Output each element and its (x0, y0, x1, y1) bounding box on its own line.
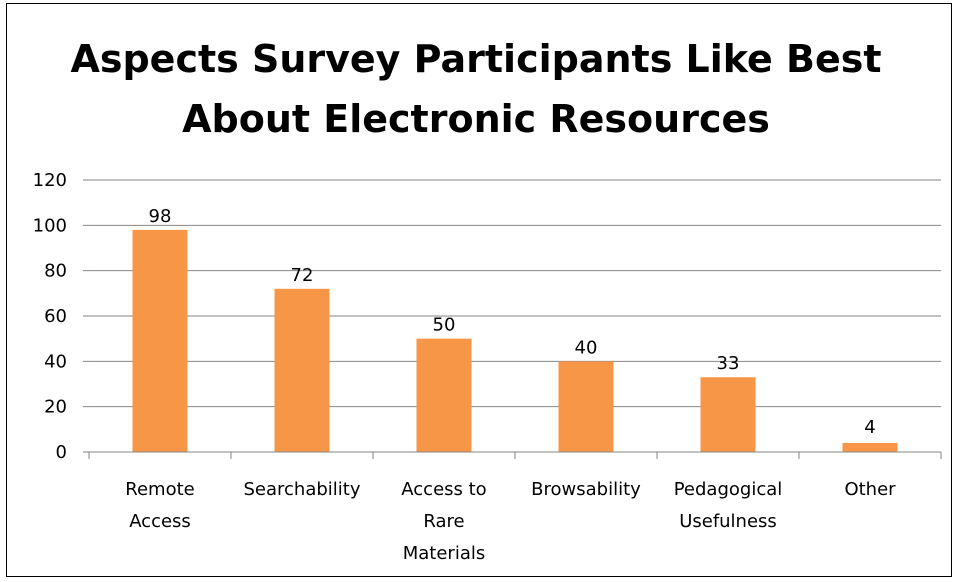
category-labels: Remote Access Searchability Access to Rare Ma… (125, 479, 896, 564)
y-tick-label: 60 (44, 306, 67, 327)
bars (132, 229, 898, 452)
category-label: Other (844, 479, 896, 500)
category-label: Access to (401, 479, 486, 500)
y-axis-ticks: 0 20 40 60 80 100 120 (33, 170, 89, 463)
category-label: Materials (403, 543, 486, 564)
y-tick-label: 0 (56, 442, 67, 463)
data-label: 33 (717, 353, 740, 374)
data-label: 50 (433, 315, 456, 336)
bar (842, 442, 898, 452)
y-tick-label: 80 (44, 261, 67, 282)
data-label: 4 (864, 417, 875, 438)
bar (416, 338, 472, 452)
data-label: 98 (149, 206, 172, 227)
chart-title-line: Aspects Survey Participants Like Best (70, 37, 881, 81)
category-label: Usefulness (679, 511, 777, 532)
y-tick-label: 120 (33, 170, 67, 191)
category-label: Access (129, 511, 191, 532)
x-axis (88, 451, 942, 459)
chart-title: Aspects Survey Participants Like Best Abo… (70, 37, 881, 141)
bar (132, 229, 188, 452)
data-label: 40 (575, 337, 598, 358)
category-label: Searchability (243, 479, 360, 500)
category-label: Pedagogical (674, 479, 783, 500)
data-labels: 98 72 50 40 33 4 (149, 206, 876, 438)
bar (558, 361, 614, 452)
y-tick-label: 100 (33, 215, 67, 236)
bar (274, 288, 330, 452)
category-label: Rare (423, 511, 464, 532)
category-label: Remote (125, 479, 194, 500)
y-tick-label: 40 (44, 351, 67, 372)
y-tick-label: 20 (44, 397, 67, 418)
data-label: 72 (291, 265, 314, 286)
category-label: Browsability (531, 479, 641, 500)
bar (700, 377, 756, 452)
gridlines (89, 179, 941, 408)
chart-title-line: About Electronic Resources (182, 97, 770, 141)
